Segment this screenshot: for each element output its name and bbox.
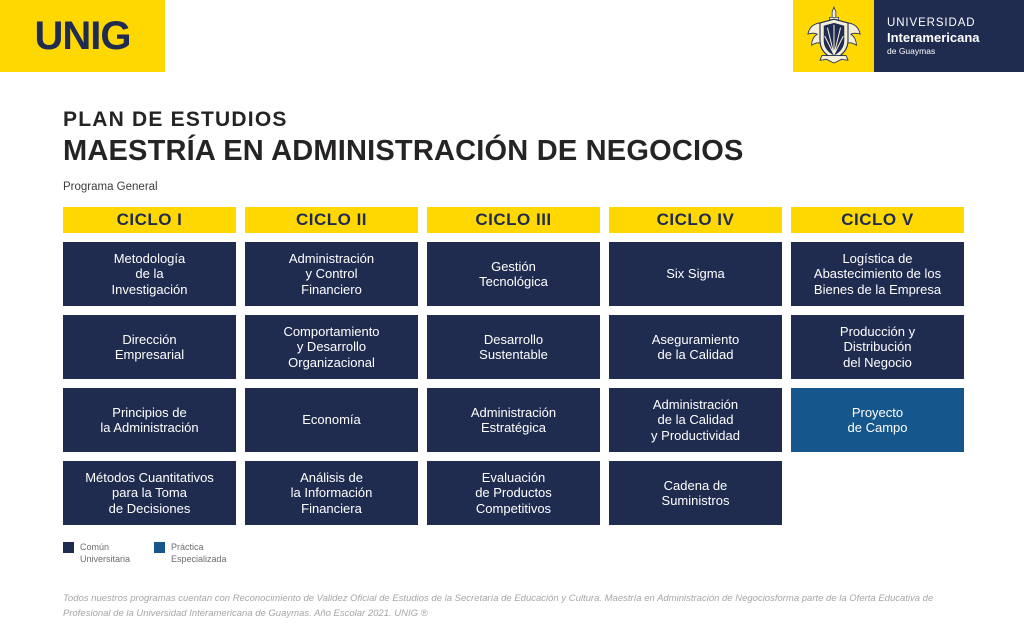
course-card: Proyecto de Campo <box>791 388 964 452</box>
course-card: Administración de la Calidad y Productiv… <box>609 388 782 452</box>
unig-logo: UNIG <box>34 13 132 58</box>
course-card: Métodos Cuantitativos para la Toma de De… <box>63 461 236 525</box>
course-card: Administración Estratégica <box>427 388 600 452</box>
plan-kicker: PLAN DE ESTUDIOS <box>63 108 288 131</box>
course-card: Producción y Distribución del Negocio <box>791 315 964 379</box>
course-card: Evaluación de Productos Competitivos <box>427 461 600 525</box>
ciclo-column-4: CICLO IV Six Sigma Aseguramiento de la Cal… <box>609 207 782 525</box>
legend: Común Universitaria Práctica Especializad… <box>63 541 1024 565</box>
course-card: Desarrollo Sustentable <box>427 315 600 379</box>
university-brand-block: UNIVERSIDAD Interamericana de Guaymas <box>793 0 1024 72</box>
ciclo-column-1: CICLO I Metodología de la Investigación Di… <box>63 207 236 525</box>
course-card: Principios de la Administración <box>63 388 236 452</box>
ciclo-column-5: CICLO V Logística de Abastecimiento de lo… <box>791 207 964 525</box>
ciclo-column-3: CICLO III Gestión Tecnológica Desarrollo S… <box>427 207 600 525</box>
legend-swatch-icon <box>63 542 74 553</box>
course-card: Administración y Control Financiero <box>245 242 418 306</box>
title-block: PLAN DE ESTUDIOS MAESTRÍA EN ADMINISTRAC… <box>63 108 1024 193</box>
course-card: Logística de Abastecimiento de los Biene… <box>791 242 964 306</box>
course-card: Gestión Tecnológica <box>427 242 600 306</box>
university-crest-icon <box>806 6 861 64</box>
ciclo-header: CICLO I <box>63 207 236 233</box>
course-card: Metodología de la Investigación <box>63 242 236 306</box>
ciclo-header: CICLO V <box>791 207 964 233</box>
program-subtitle: Programa General <box>63 181 158 193</box>
course-card: Dirección Empresarial <box>63 315 236 379</box>
footer-disclaimer: Todos nuestros programas cuentan con Rec… <box>63 593 934 619</box>
course-card: Economía <box>245 388 418 452</box>
university-name-line2: Interamericana <box>887 29 980 45</box>
university-name-line3: de Guaymas <box>887 45 936 56</box>
legend-item-comun: Común Universitaria <box>63 541 130 565</box>
curriculum-grid: CICLO I Metodología de la Investigación Di… <box>63 207 964 525</box>
ciclo-column-2: CICLO II Administración y Control Financi… <box>245 207 418 525</box>
ciclo-header: CICLO II <box>245 207 418 233</box>
unig-logo-box: UNIG <box>0 0 165 72</box>
page-title: MAESTRÍA EN ADMINISTRACIÓN DE NEGOCIOS <box>63 135 744 167</box>
course-card: Análisis de la Información Financiera <box>245 461 418 525</box>
top-bar: UNIG <box>0 0 1024 72</box>
course-card: Comportamiento y Desarrollo Organizacion… <box>245 315 418 379</box>
crest-box <box>793 0 874 72</box>
course-card: Six Sigma <box>609 242 782 306</box>
legend-label: Común Universitaria <box>80 542 131 565</box>
ciclo-header: CICLO IV <box>609 207 782 233</box>
legend-label: Práctica Especializada <box>171 542 227 565</box>
course-card: Aseguramiento de la Calidad <box>609 315 782 379</box>
legend-swatch-icon <box>154 542 166 553</box>
legend-item-practica: Práctica Especializada <box>154 541 227 565</box>
university-name-box: UNIVERSIDAD Interamericana de Guaymas <box>874 0 1024 72</box>
ciclo-header: CICLO III <box>427 207 600 233</box>
course-card: Cadena de Suministros <box>609 461 782 525</box>
university-name-line1: UNIVERSIDAD <box>887 16 976 29</box>
